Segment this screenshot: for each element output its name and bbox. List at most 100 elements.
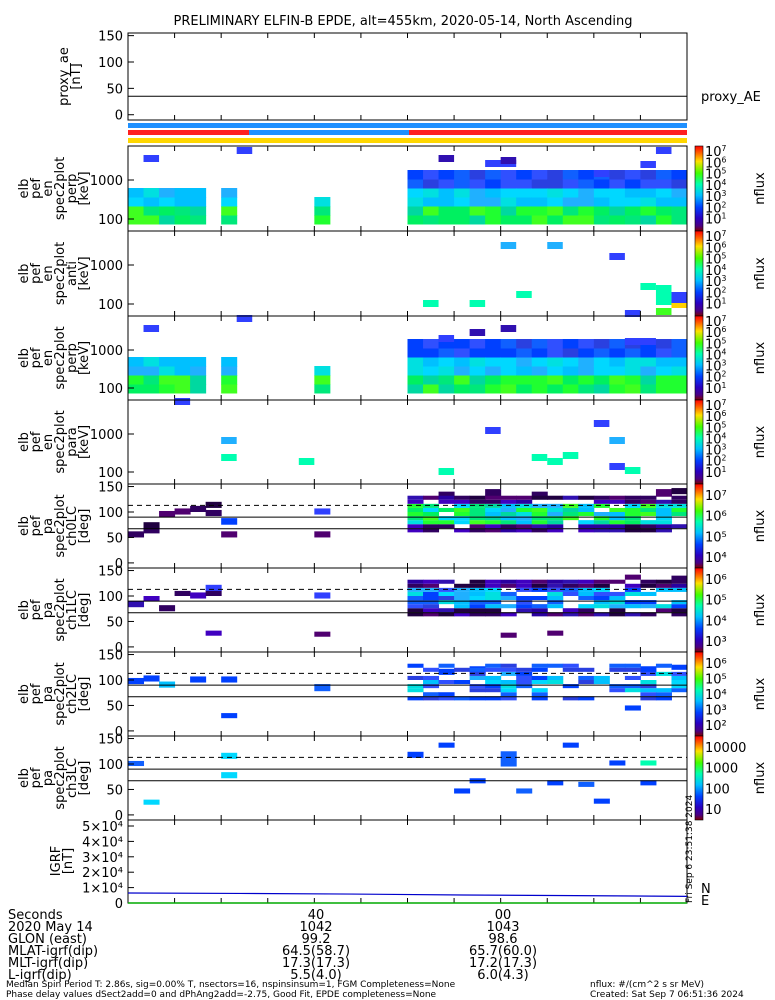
footer-row-label: MLAT-igrf(dip) [8, 944, 99, 959]
spectrogram-cell [423, 197, 440, 207]
spectrogram-cell [221, 375, 238, 385]
spectrogram-cell [547, 206, 564, 216]
pa-cell [562, 608, 579, 613]
pa-cell [578, 781, 595, 787]
spectrogram-cell [438, 179, 455, 189]
pa-cell [407, 608, 424, 613]
spectrogram-cell [578, 339, 595, 349]
colorbar-label: nflux [753, 594, 768, 627]
colorbar-tick-label: 1000 [705, 762, 738, 777]
spectrogram-cell [516, 348, 533, 358]
spectrogram-cell [407, 375, 424, 385]
pa-cell [531, 612, 548, 617]
spectrogram-cell [593, 179, 610, 189]
spectrogram-cell [469, 329, 486, 336]
spectrogram-cell [609, 463, 625, 470]
spectrogram-cell [159, 215, 176, 225]
pa-cell [655, 688, 672, 693]
pa-cell [671, 587, 688, 592]
pa-cell [485, 520, 502, 525]
pa-cell [531, 516, 548, 521]
spectrogram-cell [485, 179, 502, 189]
footer-row-value: 64.5(58.7) [281, 944, 351, 959]
spectrogram-cell [500, 384, 517, 394]
spectrogram-cell [609, 215, 626, 225]
spectrogram-cell [562, 188, 579, 198]
pa-cell [624, 675, 641, 680]
spectrogram-cell [562, 348, 579, 358]
colorbar-tick-label: 104 [705, 263, 727, 279]
pa-cell [531, 663, 548, 668]
pa-cell [500, 499, 517, 504]
spectrogram-cell [578, 357, 595, 367]
proxy-ae-legend: proxy_AE [701, 90, 761, 105]
pa-cell [640, 692, 657, 697]
pa-cell [562, 612, 579, 617]
pa-cell [624, 574, 641, 580]
pa-cell [562, 667, 579, 672]
y-label-line: en [41, 434, 56, 450]
energy-frame-en_anti [127, 230, 688, 317]
y-label-line: [keV] [77, 171, 92, 205]
pa-cell [485, 583, 502, 588]
footer-phase-info: Phase delay values dSect2add=0 and dPhAn… [6, 990, 437, 1000]
y-label-line: en [41, 180, 56, 196]
pa-cell [593, 499, 610, 504]
pa-cell [640, 688, 657, 693]
pa-cell [593, 587, 610, 592]
pa-cell [407, 524, 424, 529]
pa-cell [485, 512, 502, 517]
y-label-line: ch0LC [65, 506, 80, 546]
pa-cell [547, 630, 564, 636]
pa-cell [454, 788, 471, 794]
y-tick-label: 1000 [90, 174, 123, 189]
y-label-line: elb [17, 432, 32, 452]
spectrogram-cell [469, 300, 486, 307]
colorbar-tick-label: 10000 [705, 741, 746, 756]
spectrogram-cell [407, 197, 424, 207]
pa-cell [423, 591, 440, 596]
pa-cell [516, 528, 533, 533]
spectrogram-cell [624, 310, 641, 317]
spectrogram-cell [174, 215, 191, 225]
spectrogram-cell [578, 375, 595, 385]
pa-cell [407, 612, 424, 617]
pa-cell [407, 663, 424, 668]
spectrogram-cell [469, 206, 486, 216]
spectrogram-cell [516, 188, 533, 198]
pa-cell [469, 600, 486, 605]
pa-cell [562, 587, 579, 592]
pa-cell [671, 684, 688, 689]
pa-cell [454, 499, 471, 504]
pa-cell [516, 495, 533, 500]
pa-cell [454, 495, 471, 500]
y-tick-label: 0 [115, 809, 123, 824]
colorbar-tick-label: 103 [705, 443, 727, 459]
spectrogram-cell [516, 384, 533, 394]
spectrogram-cell [500, 188, 517, 198]
y-label-line: pef [29, 599, 44, 620]
spectrogram-cell [640, 366, 657, 376]
y-label-line: pef [29, 515, 44, 536]
y-tick-label: 3×10⁴ [82, 851, 123, 866]
spectrogram-cell [438, 366, 455, 376]
spectrogram-cell [671, 188, 688, 198]
y-tick-label: 1000 [90, 428, 123, 443]
spectrogram-cell [531, 206, 548, 216]
footer-row-label: 2020 May 14 [8, 920, 93, 935]
pa-cell [547, 680, 564, 685]
spectrogram-cell [128, 188, 145, 198]
y-label-line: elb [17, 600, 32, 620]
pa-cell [454, 608, 471, 613]
pa-cell [624, 516, 641, 521]
spectrogram-cell [547, 179, 564, 189]
pa-cell [655, 503, 672, 508]
pa-cell [454, 680, 471, 685]
spectrogram-cell [640, 283, 656, 290]
spectrogram-cell [423, 300, 439, 307]
spectrogram-cell [500, 375, 517, 385]
pa-cell [655, 489, 672, 497]
spectrogram-cell [128, 357, 145, 367]
